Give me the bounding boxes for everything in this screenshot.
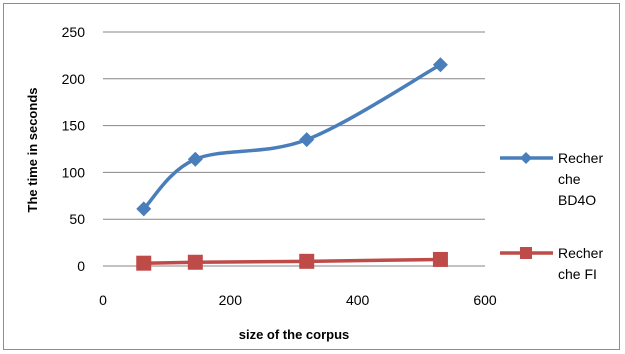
y-tick-label: 100: [62, 164, 86, 180]
legend-marker-2: [520, 247, 532, 259]
y-tick-label: 150: [62, 118, 86, 134]
legend-label-1: che: [558, 171, 581, 187]
legend-label-1: Recher: [558, 150, 603, 166]
x-tick-label: 400: [346, 292, 370, 308]
x-tick-label: 200: [219, 292, 243, 308]
x-tick-label: 0: [99, 292, 107, 308]
series-line-1: [142, 63, 442, 211]
data-point: [136, 201, 152, 217]
y-tick-label: 0: [77, 258, 85, 274]
y-axis-title: The time in seconds: [25, 88, 40, 213]
chart-border: [3, 3, 620, 350]
legend-label-2: Recher: [558, 245, 603, 261]
tick-labels: 0 50 100 150 200 250 0 200 400 600: [62, 24, 497, 308]
legend: Recher che BD4O Recher che FI: [500, 150, 603, 282]
y-tick-label: 200: [62, 71, 86, 87]
data-point: [136, 255, 152, 271]
x-axis-title: size of the corpus: [239, 327, 350, 342]
grid: [103, 31, 485, 220]
series-line-2: [143, 257, 441, 265]
data-point: [432, 57, 448, 73]
data-point: [187, 254, 203, 270]
legend-label-1: BD4O: [558, 192, 596, 208]
x-tick-label: 600: [473, 292, 497, 308]
data-point: [187, 151, 203, 167]
legend-marker-1: [520, 152, 532, 164]
data-point: [299, 132, 315, 148]
y-tick-label: 50: [69, 211, 85, 227]
series: [136, 57, 448, 271]
data-point: [299, 253, 315, 269]
legend-label-2: che FI: [558, 266, 597, 282]
y-tick-label: 250: [62, 24, 86, 40]
data-point: [432, 251, 448, 267]
